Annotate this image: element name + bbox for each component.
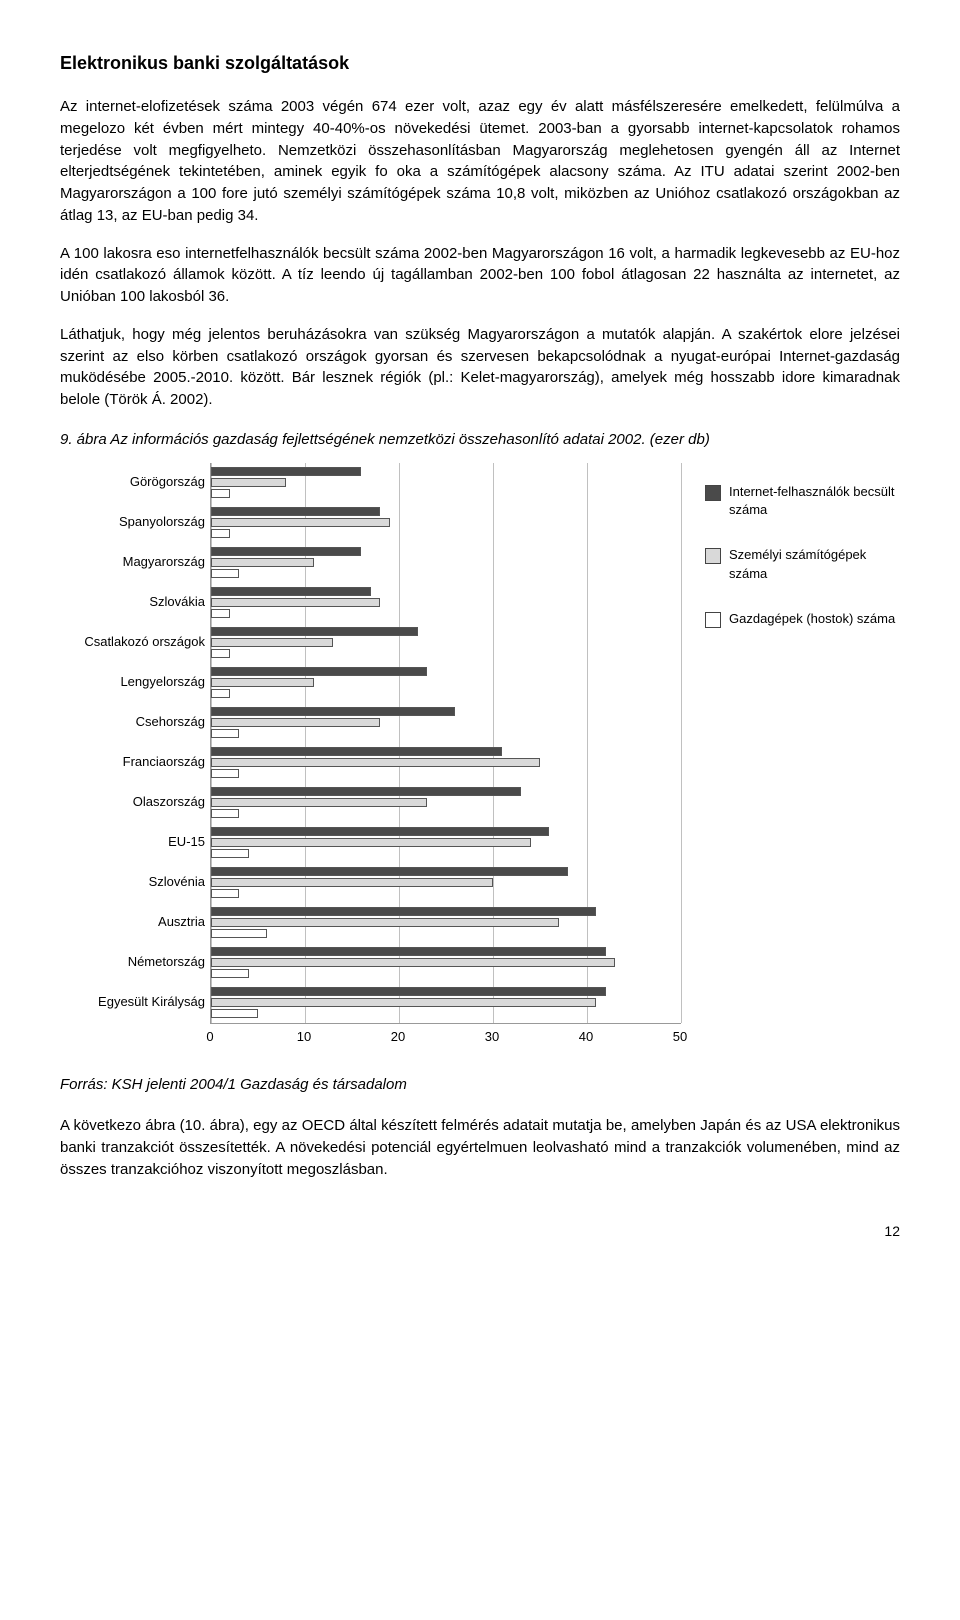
bar <box>211 558 314 567</box>
bar <box>211 758 540 767</box>
bar <box>211 987 606 996</box>
bar <box>211 849 249 858</box>
category-label: Franciaország <box>55 753 211 772</box>
category-label: EU-15 <box>55 833 211 852</box>
x-tick-label: 10 <box>297 1028 311 1047</box>
section-title: Elektronikus banki szolgáltatások <box>60 50 900 76</box>
bar <box>211 969 249 978</box>
bar <box>211 947 606 956</box>
bar <box>211 729 239 738</box>
bar <box>211 598 380 607</box>
category-label: Görögország <box>55 473 211 492</box>
category-row: Görögország <box>211 463 681 503</box>
category-row: Csatlakozó országok <box>211 623 681 663</box>
bar <box>211 467 361 476</box>
bar <box>211 547 361 556</box>
bar <box>211 929 267 938</box>
legend-swatch <box>705 548 721 564</box>
figure-caption: 9. ábra Az információs gazdaság fejletts… <box>60 429 900 451</box>
body-paragraph: A 100 lakosra eso internetfelhasználók b… <box>60 243 900 308</box>
page-number: 12 <box>60 1221 900 1241</box>
chart-container: GörögországSpanyolországMagyarországSzlo… <box>60 463 900 1044</box>
category-row: Szlovákia <box>211 583 681 623</box>
bar <box>211 518 390 527</box>
legend-label: Internet-felhasználók becsült száma <box>729 483 900 521</box>
bar <box>211 787 521 796</box>
category-row: Olaszország <box>211 783 681 823</box>
category-label: Ausztria <box>55 913 211 932</box>
bar <box>211 867 568 876</box>
category-row: Franciaország <box>211 743 681 783</box>
bar <box>211 907 596 916</box>
category-row: Egyesült Királyság <box>211 983 681 1023</box>
bar <box>211 529 230 538</box>
bar <box>211 489 230 498</box>
x-tick-label: 30 <box>485 1028 499 1047</box>
x-tick-label: 40 <box>579 1028 593 1047</box>
legend-item: Gazdagépek (hostok) száma <box>705 610 900 629</box>
category-row: Németország <box>211 943 681 983</box>
bar <box>211 918 559 927</box>
bar <box>211 609 230 618</box>
bar <box>211 707 455 716</box>
bar <box>211 747 502 756</box>
bar <box>211 689 230 698</box>
bar <box>211 809 239 818</box>
bar <box>211 1009 258 1018</box>
category-row: EU-15 <box>211 823 681 863</box>
category-label: Csatlakozó országok <box>55 633 211 652</box>
chart-legend: Internet-felhasználók becsült száma Szemé… <box>691 463 900 1044</box>
category-row: Spanyolország <box>211 503 681 543</box>
bar <box>211 998 596 1007</box>
body-paragraph: Az internet-elofizetések száma 2003 végé… <box>60 96 900 227</box>
category-row: Csehország <box>211 703 681 743</box>
bar <box>211 667 427 676</box>
body-paragraph: Láthatjuk, hogy még jelentos beruházások… <box>60 324 900 411</box>
category-row: Ausztria <box>211 903 681 943</box>
legend-label: Gazdagépek (hostok) száma <box>729 610 895 629</box>
bar <box>211 958 615 967</box>
category-label: Németország <box>55 953 211 972</box>
category-label: Lengyelország <box>55 673 211 692</box>
bar <box>211 827 549 836</box>
legend-swatch <box>705 612 721 628</box>
category-label: Szlovákia <box>55 593 211 612</box>
legend-item: Internet-felhasználók becsült száma <box>705 483 900 521</box>
legend-swatch <box>705 485 721 501</box>
chart-plot: GörögországSpanyolországMagyarországSzlo… <box>60 463 691 1044</box>
category-label: Egyesült Királyság <box>55 993 211 1012</box>
legend-item: Személyi számítógépek száma <box>705 546 900 584</box>
category-label: Csehország <box>55 713 211 732</box>
x-tick-label: 50 <box>673 1028 687 1047</box>
bar <box>211 769 239 778</box>
category-row: Szlovénia <box>211 863 681 903</box>
x-tick-label: 20 <box>391 1028 405 1047</box>
category-row: Lengyelország <box>211 663 681 703</box>
bar <box>211 587 371 596</box>
bar <box>211 798 427 807</box>
category-row: Magyarország <box>211 543 681 583</box>
bar <box>211 649 230 658</box>
gridline <box>681 463 682 1023</box>
category-label: Szlovénia <box>55 873 211 892</box>
plot-area: GörögországSpanyolországMagyarországSzlo… <box>210 463 681 1024</box>
closing-paragraph: A következo ábra (10. ábra), egy az OECD… <box>60 1115 900 1180</box>
source-line: Forrás: KSH jelenti 2004/1 Gazdaság és t… <box>60 1074 900 1096</box>
bar <box>211 718 380 727</box>
bar <box>211 878 493 887</box>
category-label: Magyarország <box>55 553 211 572</box>
bar <box>211 569 239 578</box>
legend-label: Személyi számítógépek száma <box>729 546 900 584</box>
bar <box>211 507 380 516</box>
bar <box>211 638 333 647</box>
bar <box>211 627 418 636</box>
category-label: Olaszország <box>55 793 211 812</box>
bar <box>211 838 531 847</box>
bar <box>211 889 239 898</box>
category-label: Spanyolország <box>55 513 211 532</box>
bar <box>211 478 286 487</box>
x-axis-ticks: 01020304050 <box>210 1024 680 1044</box>
bar <box>211 678 314 687</box>
x-tick-label: 0 <box>206 1028 213 1047</box>
